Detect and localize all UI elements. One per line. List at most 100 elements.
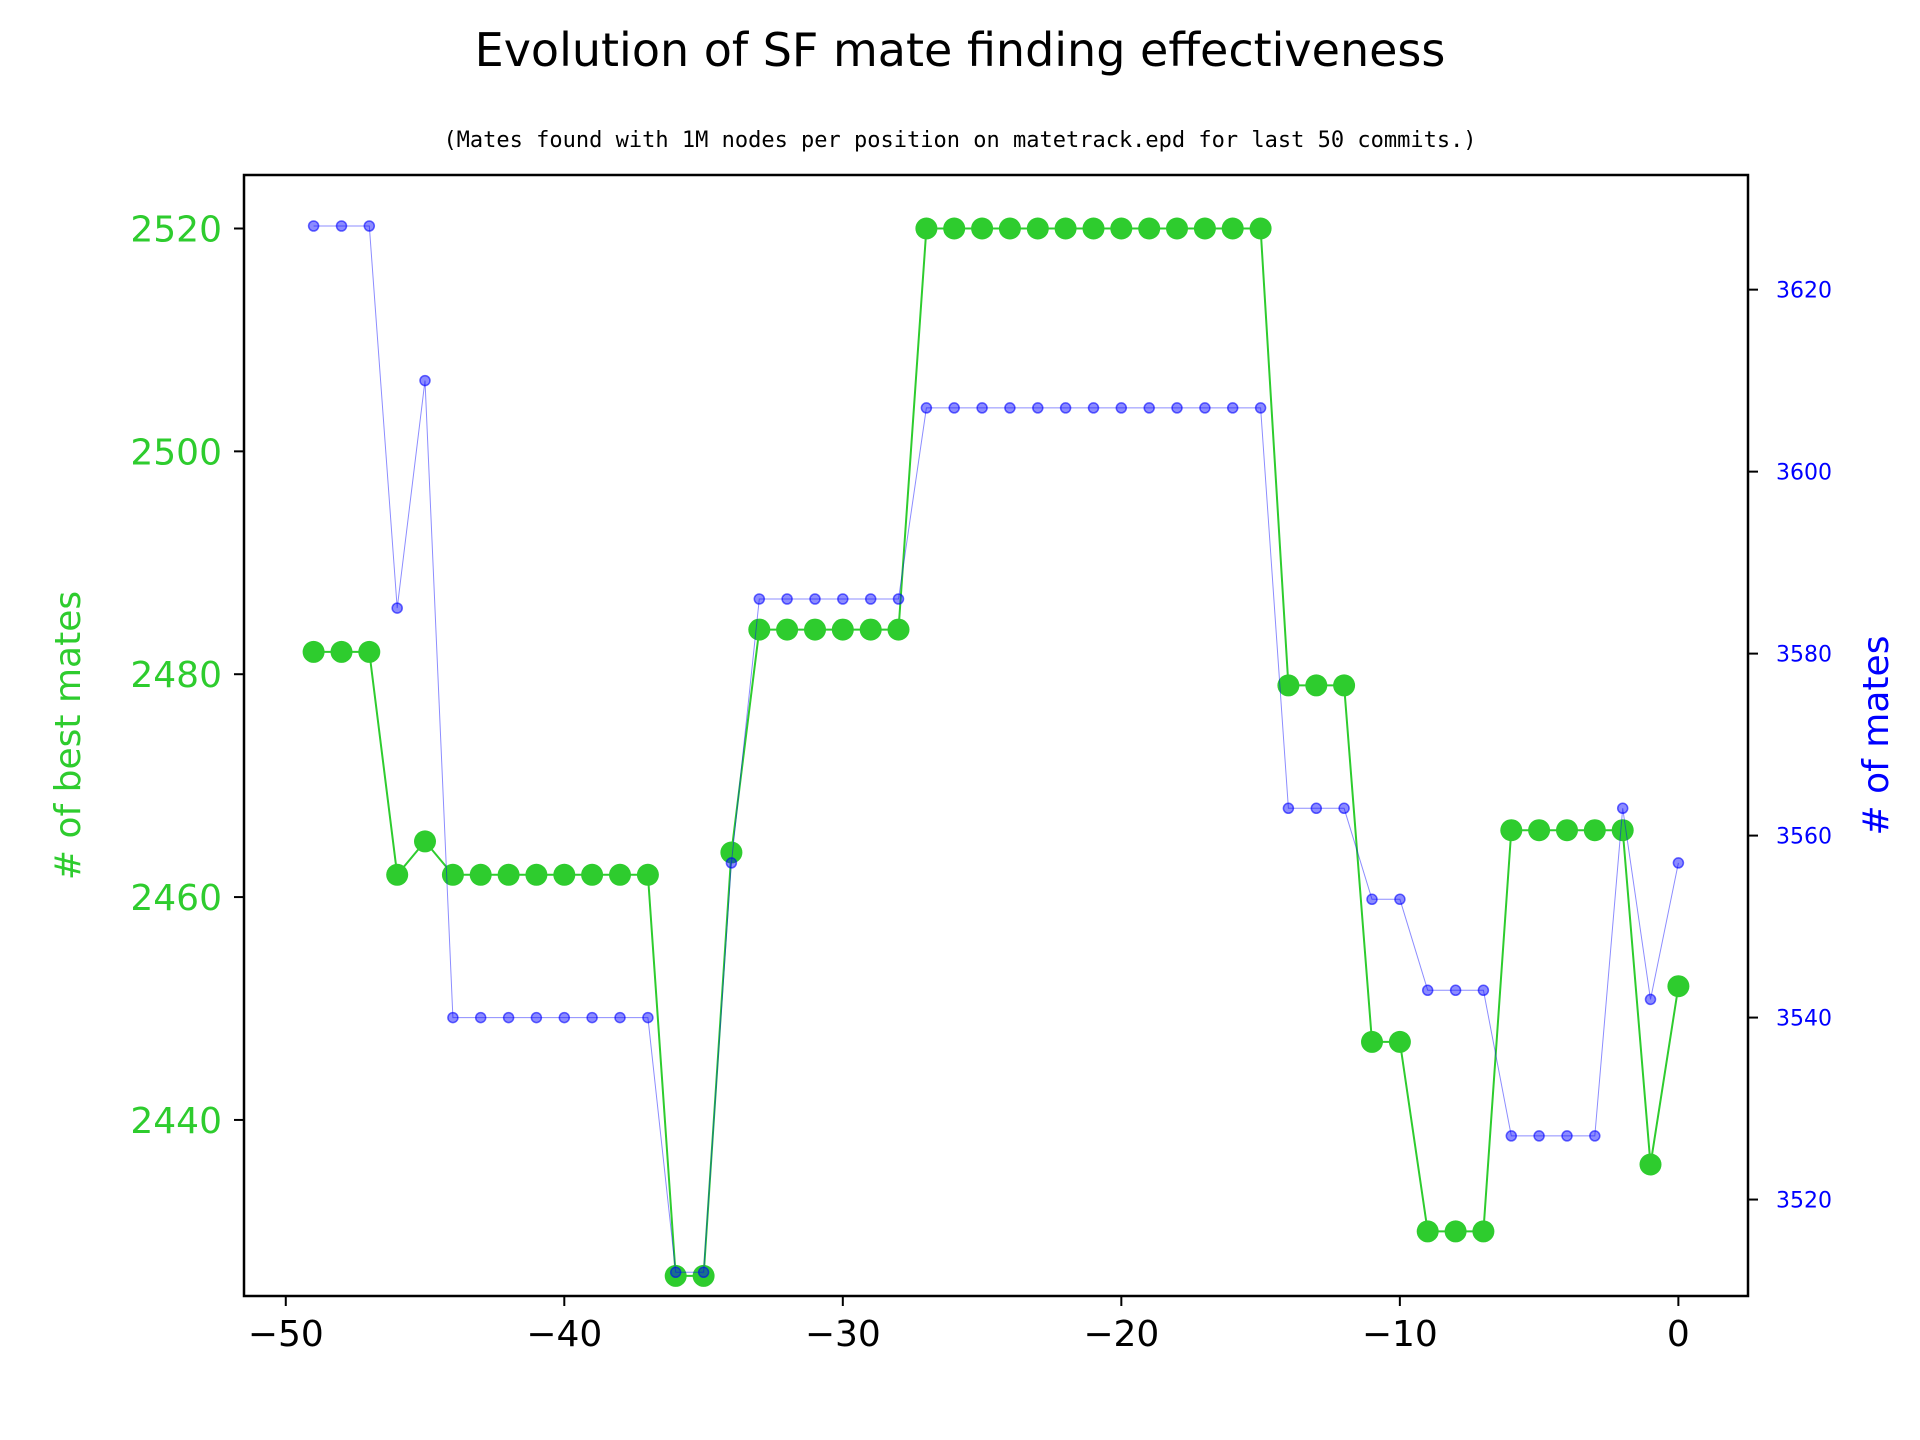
best-mates-point	[1500, 819, 1523, 842]
mates-point	[1533, 1130, 1545, 1142]
y-left-tick-label: 2460	[130, 878, 222, 919]
best-mates-point	[748, 618, 771, 641]
mates-point	[1004, 402, 1016, 414]
mates-point	[474, 1011, 487, 1024]
best-mates-point	[1082, 217, 1105, 240]
mates-point	[1171, 402, 1183, 414]
best-mates-point	[1193, 217, 1216, 240]
mates-point	[363, 220, 376, 232]
mates-point	[391, 602, 403, 614]
best-mates-point	[1277, 674, 1300, 697]
mates-point	[920, 402, 933, 414]
mates-point	[1616, 802, 1629, 815]
mates-point	[1477, 984, 1490, 997]
mates-point	[837, 593, 849, 605]
mates-point	[1589, 1130, 1601, 1142]
best-mates-point	[1305, 674, 1328, 697]
best-mates-point	[609, 863, 631, 886]
best-mates-point	[859, 618, 882, 641]
x-tick-label: −50	[248, 1314, 324, 1355]
best-mates-point	[553, 863, 576, 886]
x-tick-label: −10	[1362, 1314, 1438, 1355]
y-left-tick-label: 2440	[130, 1101, 222, 1142]
best-mates-point	[943, 217, 966, 240]
best-mates-point	[1639, 1153, 1662, 1176]
best-mates-point	[330, 640, 353, 663]
best-mates-point	[998, 217, 1021, 240]
mates-point	[335, 220, 348, 232]
mates-point	[1032, 402, 1044, 414]
best-mates-point	[497, 863, 520, 886]
mates-point	[1226, 402, 1239, 414]
mates-point	[1449, 984, 1462, 997]
mates-point	[1561, 1130, 1573, 1142]
y-left-tick-label: 2520	[130, 209, 222, 250]
series-line-mates	[313, 225, 1679, 1273]
mates-point	[1421, 984, 1434, 997]
mates-point	[864, 593, 877, 605]
best-mates-point	[1249, 217, 1272, 240]
best-mates-point	[469, 863, 492, 886]
best-mates-point	[1054, 217, 1077, 240]
best-mates-point	[971, 217, 994, 240]
mates-point	[1282, 802, 1295, 815]
best-mates-point	[358, 640, 381, 663]
best-mates-point	[581, 863, 604, 886]
mates-point	[1338, 802, 1350, 815]
x-tick-label: −40	[526, 1314, 602, 1355]
series-line-best-mates	[313, 227, 1680, 1277]
best-mates-point	[1388, 1030, 1411, 1053]
mates-point	[1059, 402, 1072, 414]
best-mates-point	[1361, 1030, 1383, 1053]
best-mates-point	[1611, 819, 1634, 842]
best-mates-point	[1138, 217, 1161, 240]
best-mates-point	[1556, 819, 1578, 842]
best-mates-point	[1166, 217, 1188, 240]
mates-point	[669, 1266, 682, 1279]
mates-point	[1199, 402, 1211, 414]
mates-point	[809, 593, 821, 605]
mates-point	[1366, 893, 1378, 906]
best-mates-point	[720, 841, 743, 864]
mates-point	[1115, 402, 1128, 414]
best-mates-point	[636, 863, 659, 886]
chart-title: Evolution of SF mate finding effectivene…	[475, 23, 1446, 77]
y-left-axis-label: # of best mates	[48, 591, 89, 880]
best-mates-point	[1416, 1220, 1439, 1243]
mates-point	[697, 1266, 710, 1279]
best-mates-point	[1444, 1220, 1467, 1243]
mates-point	[892, 593, 905, 605]
mates-point	[1672, 857, 1685, 869]
y-right-tick-label: 3540	[1776, 1007, 1832, 1032]
mates-point	[948, 402, 960, 414]
x-tick-label: 0	[1667, 1314, 1690, 1355]
mates-point	[502, 1011, 515, 1024]
best-mates-point	[441, 863, 464, 886]
chart-subtitle: (Mates found with 1M nodes per position …	[443, 128, 1476, 153]
y-right-tick-label: 3600	[1776, 461, 1832, 486]
best-mates-point	[302, 640, 325, 663]
best-mates-point	[1333, 674, 1356, 697]
mates-point	[753, 593, 766, 605]
mates-point	[642, 1011, 654, 1024]
y-right-tick-label: 3560	[1776, 825, 1832, 850]
best-mates-point	[1667, 975, 1690, 998]
plot-frame	[242, 173, 1750, 1298]
axes: −50 −40 −30 −20 −10 0 2440 2460 2480 2500 2520 3520…	[48, 209, 1897, 1355]
best-mates-point	[831, 618, 854, 641]
best-mates-point	[386, 863, 409, 886]
best-mates-point	[915, 217, 938, 240]
y-right-tick-label: 3520	[1776, 1189, 1832, 1214]
mates-point	[725, 857, 738, 869]
best-mates-point	[887, 618, 910, 641]
mates-point	[307, 220, 320, 232]
y-right-tick-label: 3580	[1776, 643, 1832, 668]
mates-point	[1310, 802, 1323, 815]
best-mates-point	[776, 618, 799, 641]
y-right-tick-label: 3620	[1776, 279, 1832, 304]
mates-point	[976, 402, 988, 414]
mates-point	[781, 593, 793, 605]
mates-point	[419, 374, 431, 387]
best-mates-point	[1221, 217, 1244, 240]
